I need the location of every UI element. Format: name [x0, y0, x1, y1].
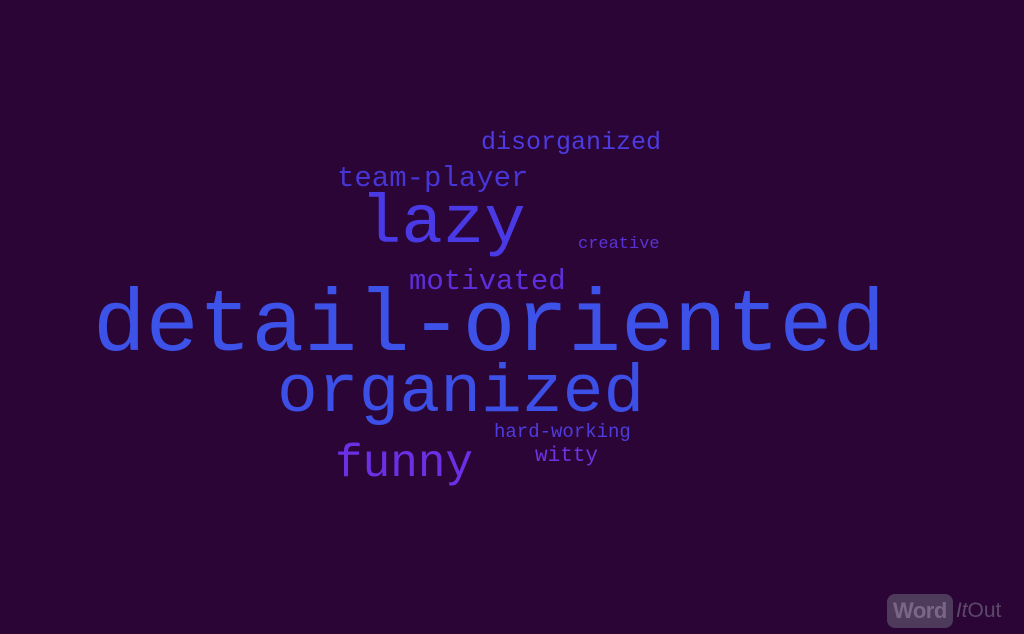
word-detail-oriented: detail-oriented	[93, 278, 886, 377]
word-hard-working: hard-working	[494, 421, 631, 443]
logo-word: Word	[887, 594, 953, 628]
word-disorganized: disorganized	[481, 128, 662, 157]
wordle-logo[interactable]: Word It Out	[887, 594, 1018, 628]
logo-it: It	[955, 599, 968, 622]
word-creative: creative	[578, 235, 660, 254]
word-team-player: team-player	[337, 162, 529, 195]
word-funny: funny	[335, 438, 474, 490]
word-witty: witty	[535, 445, 599, 468]
word-motivated: motivated	[409, 265, 566, 298]
logo-out: Out	[967, 599, 1002, 622]
word-organized: organized	[277, 355, 645, 432]
word-lazy: lazy	[360, 185, 526, 263]
